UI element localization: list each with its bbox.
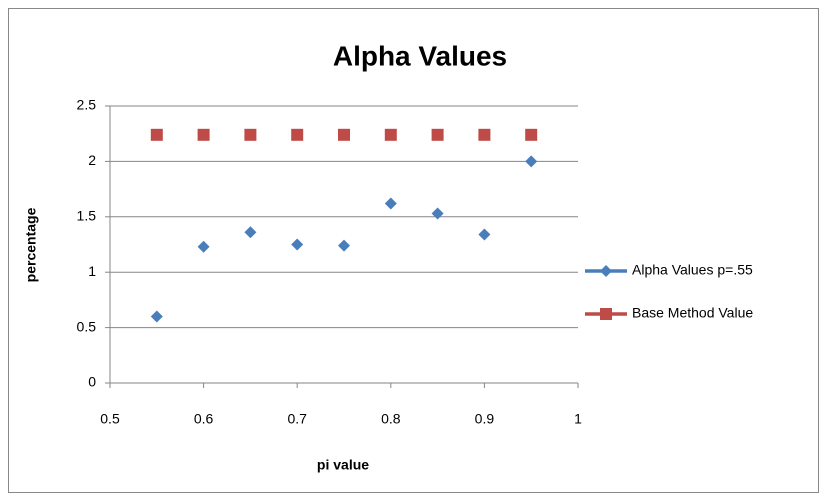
marker [600,265,612,277]
marker [338,239,350,252]
y-tick-label: 1.5 [77,208,97,224]
y-tick-label: 2.5 [77,97,97,113]
legend-label: Base Method Value [632,305,753,321]
y-tick-label: 2 [88,152,96,168]
chart-frame [8,8,819,493]
x-axis-label: pi value [317,457,369,473]
marker [478,128,491,141]
marker [150,128,163,141]
x-tick-label: 0.7 [287,411,307,427]
marker [291,128,304,141]
marker [600,308,612,320]
marker [478,228,491,241]
x-tick-label: 0.6 [194,411,214,427]
y-axis-label: percentage [23,207,39,282]
y-tick-label: 0 [88,374,96,390]
marker [525,155,538,168]
x-tick-label: 0.8 [381,411,401,427]
marker [384,128,397,141]
marker [431,128,444,141]
x-tick-label: 1 [574,411,582,427]
marker [431,207,444,220]
marker [197,128,210,141]
marker [244,128,257,141]
x-tick-label: 0.5 [100,411,120,427]
marker [291,238,304,251]
marker [197,240,210,253]
marker [338,128,350,141]
marker [525,128,538,141]
marker [244,226,257,239]
y-tick-label: 0.5 [77,318,97,334]
marker [384,197,397,210]
y-tick-label: 1 [88,263,96,279]
legend-label: Alpha Values p=.55 [632,262,753,278]
marker [150,310,163,323]
chart-title: Alpha Values [333,40,507,71]
x-tick-label: 0.9 [475,411,495,427]
